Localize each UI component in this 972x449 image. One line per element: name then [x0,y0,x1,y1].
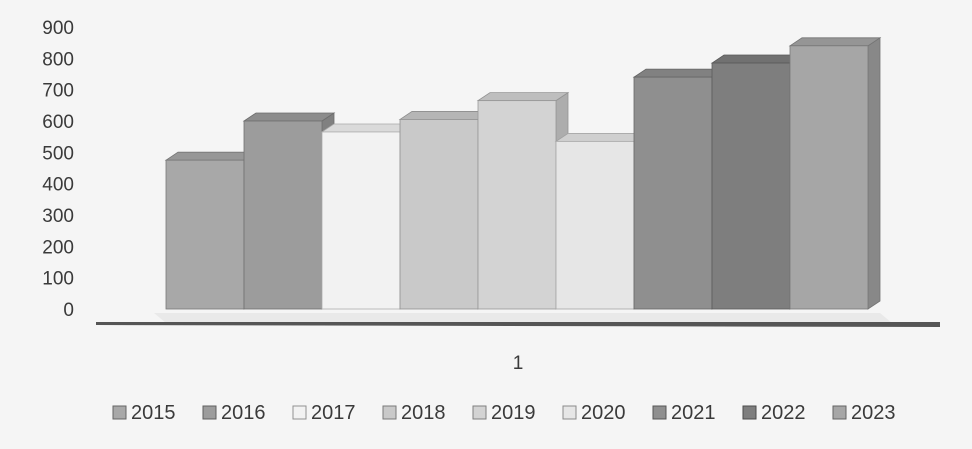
legend-item-2018: 2018 [382,402,446,424]
y-tick-label: 900 [42,18,74,39]
legend-swatch [292,405,307,420]
legend-label: 2020 [581,402,626,424]
bar-2017 [320,123,414,310]
bar-top [242,112,336,122]
y-tick-label: 100 [42,269,74,290]
bar-top [554,132,648,142]
bar-top [710,54,804,64]
bar-2019 [476,91,570,310]
legend-swatch [652,405,667,420]
bar-front [711,62,791,310]
y-tick-label: 600 [42,112,74,133]
bar-front [165,159,245,310]
chart-floor [154,313,892,323]
legend-label: 2023 [851,402,896,424]
bar-top [398,111,492,120]
bar-top [632,68,726,78]
bars-group [164,37,882,310]
legend-swatch [832,405,847,420]
legend-item-2020: 2020 [562,402,626,424]
bar-top [164,151,258,161]
y-tick-label: 500 [42,143,74,164]
axis-group: 0 100 200 300 400 500 600 700 800 900 1 [42,18,940,374]
bar-top [476,92,570,102]
legend-swatch [742,405,757,420]
legend-item-2023: 2023 [832,402,896,424]
bar-2016 [242,112,336,310]
bar-2021 [632,68,726,310]
bar-front [633,76,713,310]
bar-front [243,120,323,310]
y-tick-label: 700 [42,81,74,102]
legend-item-2016: 2016 [202,402,266,424]
legend-item-2022: 2022 [742,402,806,424]
y-tick-label: 0 [63,300,74,321]
bar-top [320,123,414,133]
legend-label: 2022 [761,402,806,424]
legend-swatch [472,405,487,420]
bar-front [789,45,869,310]
legend-swatch [382,405,397,420]
legend-label: 2016 [221,402,266,424]
bar-side [867,37,881,310]
legend-item-2017: 2017 [292,402,356,424]
bar-2018 [398,110,492,310]
legend-label: 2021 [671,402,716,424]
x-axis-line [96,322,940,327]
legend-item-2015: 2015 [112,402,176,424]
bar-2020 [554,132,648,310]
legend-label: 2018 [401,402,446,424]
legend-label: 2015 [131,402,176,424]
floor-plane [154,313,892,323]
y-tick-label: 300 [42,206,74,227]
y-tick-label: 400 [42,175,74,196]
bar-front [321,131,401,310]
legend-item-2021: 2021 [652,402,716,424]
bar-2015 [164,151,258,310]
x-category-label: 1 [513,353,524,374]
bar-front [477,100,557,310]
bar-2022 [710,54,804,310]
bar-2023 [788,37,882,310]
legend-swatch [202,405,217,420]
y-tick-label: 200 [42,237,74,258]
legend-label: 2017 [311,402,356,424]
legend-swatch [562,405,577,420]
legend: 2015 2016 2017 2018 2019 2020 2021 2022 2023 [112,402,896,424]
legend-item-2019: 2019 [472,402,536,424]
y-tick-label: 800 [42,49,74,70]
bar-top [788,37,882,47]
legend-label: 2019 [491,402,536,424]
legend-swatch [112,405,127,420]
bar-front [555,140,635,310]
bar-front [399,119,479,310]
